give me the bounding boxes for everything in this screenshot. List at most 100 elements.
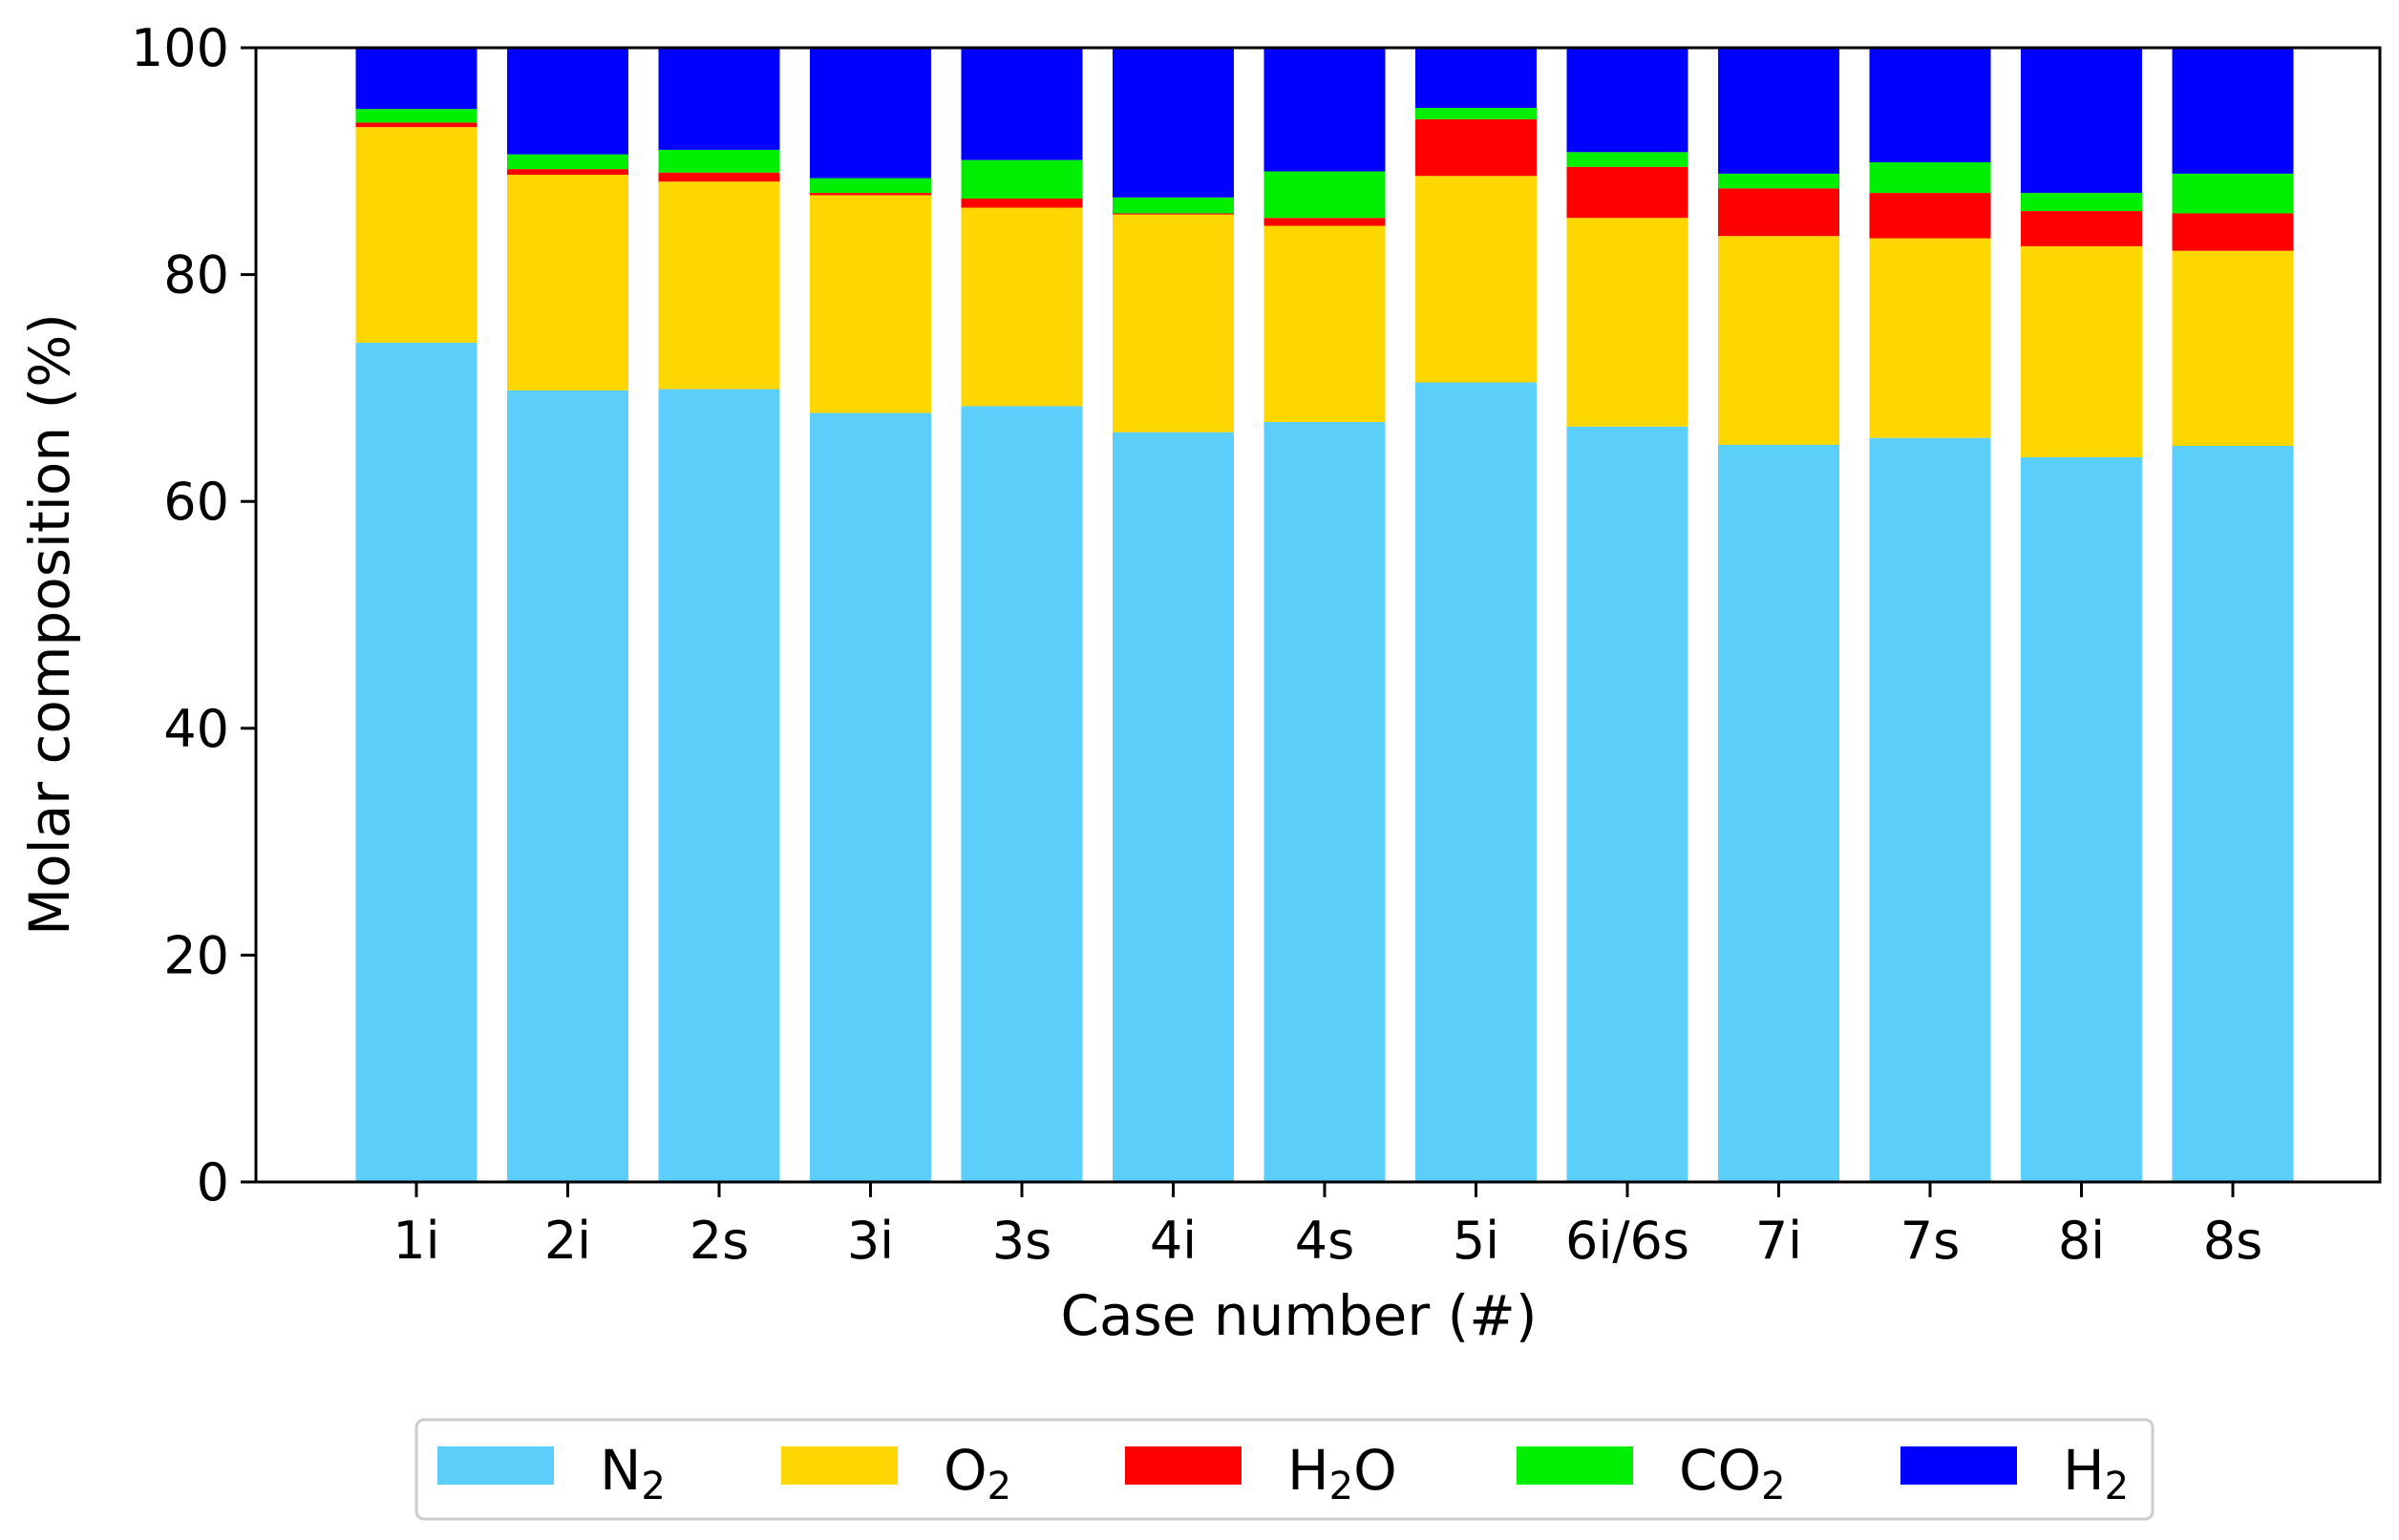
x-tick-label: 8i	[2058, 1211, 2105, 1271]
bar-co2-5i	[1415, 107, 1537, 119]
x-tick-label: 3i	[847, 1211, 894, 1271]
bar-co2-4s	[1263, 171, 1386, 219]
legend-swatch-o2	[781, 1446, 898, 1485]
bar-n2-4s	[1263, 422, 1386, 1182]
bar-n2-8s	[2172, 445, 2294, 1182]
bar-h2-4s	[1263, 48, 1386, 172]
bar-o2-7s	[1869, 238, 1991, 438]
bar-n2-6i-6s	[1566, 426, 1688, 1182]
bar-o2-8s	[2172, 250, 2294, 446]
bar-co2-6i-6s	[1566, 152, 1688, 167]
bar-h2o-2s	[658, 172, 780, 182]
bar-o2-8i	[2021, 245, 2142, 457]
bar-n2-4i	[1113, 432, 1234, 1182]
legend-swatch-co2	[1517, 1446, 1633, 1485]
y-tick-label: 40	[163, 699, 229, 759]
x-tick-label: 6i/6s	[1565, 1211, 1689, 1271]
bar-co2-2s	[658, 149, 780, 173]
x-tick-label: 3s	[992, 1211, 1052, 1271]
bar-co2-4i	[1113, 197, 1234, 214]
bar-h2o-4s	[1263, 218, 1386, 226]
x-tick-label: 4i	[1150, 1211, 1197, 1271]
bar-o2-2i	[507, 175, 628, 390]
legend-label-h2: H2	[2063, 1438, 2129, 1508]
legend-label-n2: N2	[600, 1438, 666, 1508]
bar-n2-2i	[507, 390, 628, 1182]
bar-h2-3i	[810, 48, 931, 179]
bar-o2-1i	[355, 127, 478, 343]
bar-h2o-8i	[2021, 211, 2142, 246]
legend-label-h2o: H2O	[1287, 1438, 1397, 1508]
bar-h2-3s	[961, 48, 1083, 160]
bar-h2-2s	[658, 48, 780, 150]
bar-co2-8s	[2172, 173, 2294, 214]
y-axis: 0 20 40 60 80 100	[131, 18, 256, 1213]
x-tick-label: 7s	[1900, 1211, 1961, 1271]
bars-group	[355, 48, 2294, 1183]
bar-o2-3i	[810, 195, 931, 413]
legend-label-co2: CO2	[1679, 1438, 1786, 1508]
bar-h2-6i-6s	[1566, 48, 1688, 153]
bar-h2-8i	[2021, 48, 2142, 194]
bar-o2-4i	[1113, 214, 1234, 432]
bar-h2o-4i	[1113, 213, 1234, 215]
y-tick-label: 100	[131, 18, 229, 78]
bar-h2-5i	[1415, 48, 1537, 108]
bar-co2-7i	[1718, 173, 1839, 189]
bar-n2-3s	[961, 406, 1083, 1183]
y-tick-label: 20	[163, 925, 229, 985]
plot-area-frame	[254, 46, 2382, 1184]
bar-h2o-7s	[1869, 193, 1991, 239]
bar-h2o-1i	[355, 122, 478, 128]
x-tick-label: 1i	[393, 1211, 439, 1271]
bar-co2-7s	[1869, 161, 1991, 194]
bar-n2-5i	[1415, 382, 1537, 1183]
bar-o2-2s	[658, 181, 780, 390]
bar-h2o-6i-6s	[1566, 166, 1688, 219]
bar-o2-6i-6s	[1566, 218, 1688, 427]
legend-swatch-h2	[1900, 1446, 2017, 1485]
bar-co2-8i	[2021, 193, 2142, 212]
bar-h2-2i	[507, 48, 628, 155]
bar-o2-5i	[1415, 176, 1537, 383]
legend-label-o2: O2	[944, 1438, 1011, 1508]
bar-h2o-3s	[961, 199, 1083, 208]
x-axis-label: Case number (#)	[1060, 1283, 1537, 1348]
x-tick-label: 8s	[2203, 1211, 2263, 1271]
bar-n2-1i	[355, 342, 478, 1182]
bar-h2o-5i	[1415, 118, 1537, 177]
bar-h2-1i	[355, 48, 478, 110]
legend: N2 O2 H2O CO2 H2	[414, 1418, 2155, 1521]
x-tick-label: 4s	[1295, 1211, 1355, 1271]
bar-o2-4s	[1263, 225, 1386, 423]
bar-h2-4i	[1113, 48, 1234, 198]
x-tick-label: 7i	[1755, 1211, 1802, 1271]
y-axis-label: Molar composition (%)	[17, 313, 82, 936]
y-tick-label: 60	[163, 472, 229, 532]
x-tick-label: 5i	[1453, 1211, 1499, 1271]
bar-h2o-7i	[1718, 188, 1839, 237]
x-tick-label: 2s	[690, 1211, 750, 1271]
bar-h2o-8s	[2172, 213, 2294, 251]
bar-h2-7i	[1718, 48, 1839, 174]
bar-co2-3s	[961, 159, 1083, 200]
legend-swatch-h2o	[1125, 1446, 1242, 1485]
bar-h2-8s	[2172, 48, 2294, 174]
legend-swatch-n2	[437, 1446, 554, 1485]
bar-n2-7i	[1718, 444, 1839, 1182]
bar-co2-2i	[507, 154, 628, 170]
bar-n2-7s	[1869, 437, 1991, 1182]
bar-h2o-2i	[507, 169, 628, 176]
bar-o2-3s	[961, 207, 1083, 407]
y-tick-label: 0	[197, 1152, 229, 1213]
x-axis: 1i 2i 2s 3i 3s 4i 4s 5i 6i/6s 7i 7s 8i 8s	[393, 1182, 2262, 1271]
x-tick-label: 2i	[544, 1211, 591, 1271]
bar-co2-1i	[355, 109, 478, 123]
y-tick-label: 80	[163, 245, 229, 306]
bar-o2-7i	[1718, 236, 1839, 445]
bar-n2-8i	[2021, 456, 2142, 1182]
legend-box	[414, 1418, 2155, 1521]
bar-n2-3i	[810, 412, 931, 1182]
bar-co2-3i	[810, 178, 931, 194]
